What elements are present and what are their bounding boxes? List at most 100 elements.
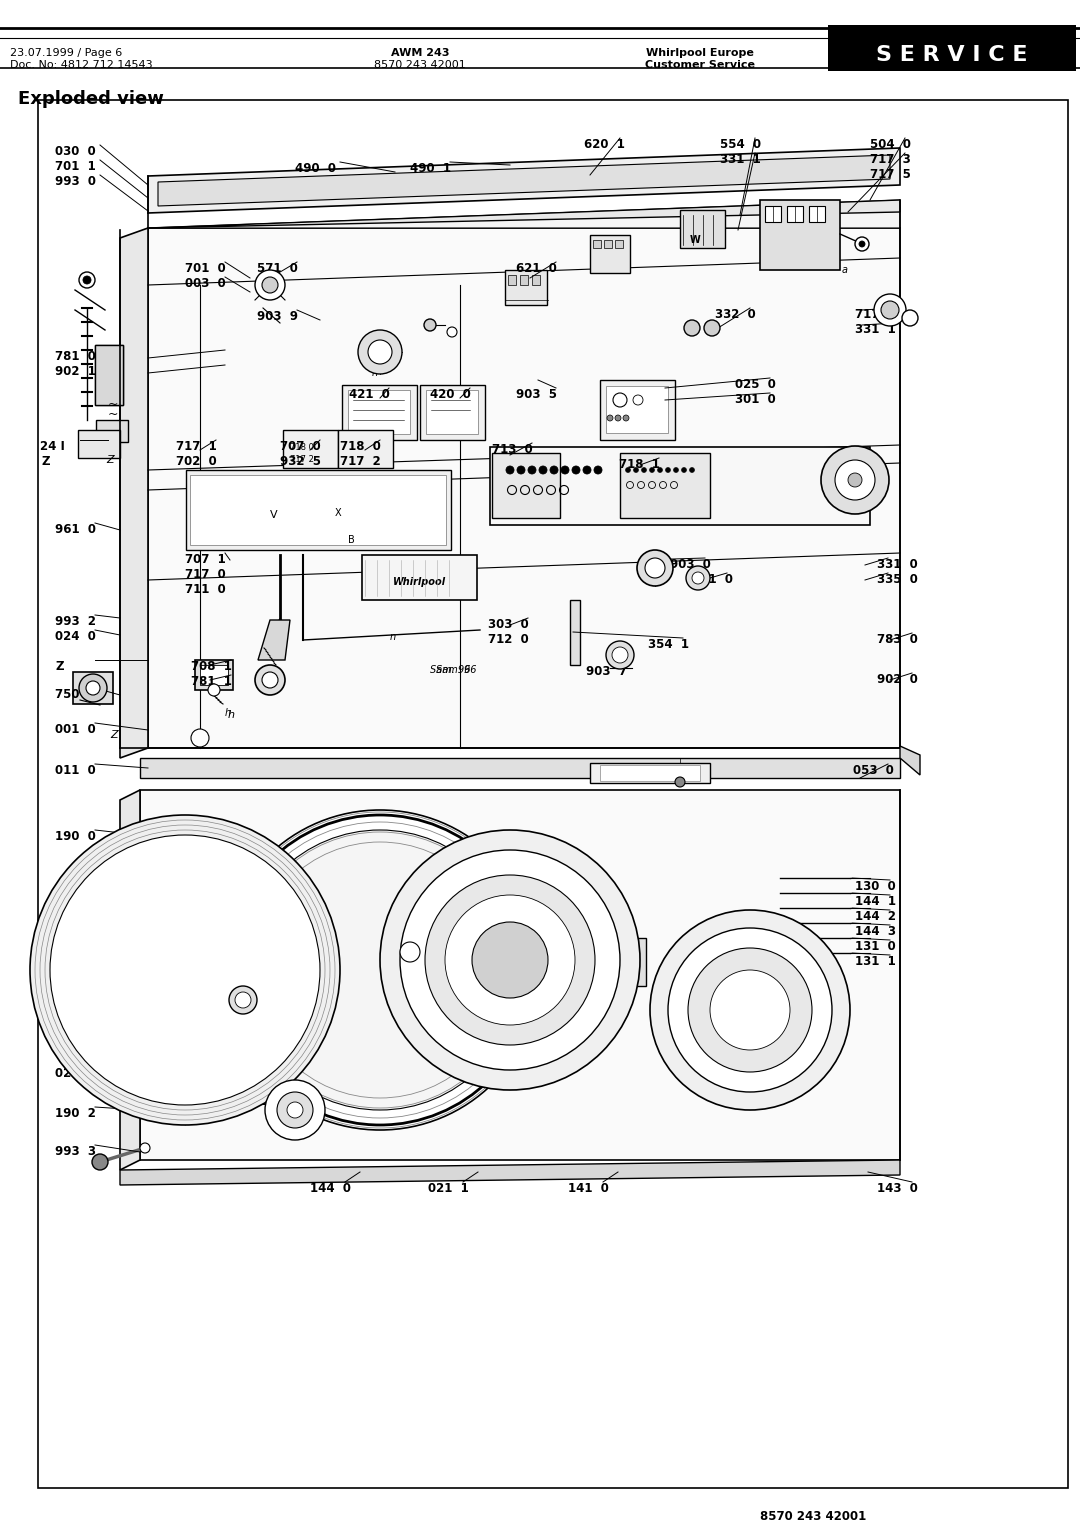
Polygon shape (148, 200, 900, 228)
Bar (828, 24, 1076, 70)
Text: 331  1: 331 1 (855, 322, 895, 336)
Text: 131  1: 131 1 (855, 955, 895, 969)
Circle shape (447, 327, 457, 338)
Text: 717  0: 717 0 (855, 309, 895, 321)
Text: 711  0: 711 0 (185, 584, 226, 596)
Circle shape (710, 970, 789, 1050)
Text: 421  0: 421 0 (349, 388, 390, 400)
Text: 902  1: 902 1 (55, 365, 96, 377)
Text: 903  7: 903 7 (586, 665, 626, 678)
Bar (78, 429, 120, 458)
Bar (760, 200, 840, 270)
Circle shape (50, 834, 320, 1105)
Bar (508, 275, 516, 286)
Circle shape (902, 310, 918, 325)
Circle shape (30, 814, 340, 1125)
Circle shape (572, 466, 580, 474)
Text: AWM 243: AWM 243 (391, 47, 449, 58)
Circle shape (79, 674, 107, 701)
Bar (390, 938, 430, 966)
Circle shape (539, 466, 546, 474)
Polygon shape (120, 228, 148, 758)
Bar (426, 390, 478, 434)
Bar (615, 240, 623, 248)
Text: 131  0: 131 0 (855, 940, 895, 953)
Bar (190, 475, 446, 545)
Text: 354  1: 354 1 (648, 639, 689, 651)
Text: 490  1: 490 1 (410, 162, 451, 176)
Circle shape (658, 468, 662, 472)
Text: 783  0: 783 0 (877, 633, 918, 646)
Circle shape (229, 986, 257, 1015)
Text: Z: Z (110, 730, 118, 740)
Text: 130  1: 130 1 (391, 975, 432, 989)
Text: Customer Service: Customer Service (645, 60, 755, 70)
Circle shape (855, 237, 869, 251)
Text: ~: ~ (108, 397, 119, 411)
Polygon shape (158, 154, 890, 206)
Text: 717  0: 717 0 (185, 568, 226, 581)
Circle shape (704, 319, 720, 336)
Circle shape (368, 341, 392, 364)
Bar (765, 206, 781, 222)
Circle shape (835, 460, 875, 500)
Text: 301  0: 301 0 (735, 393, 775, 406)
Circle shape (594, 466, 602, 474)
Bar (620, 452, 710, 518)
Text: 030  0: 030 0 (55, 145, 96, 157)
Text: 143  0: 143 0 (877, 1183, 918, 1195)
Text: 750  0: 750 0 (55, 688, 96, 701)
Circle shape (606, 642, 634, 669)
Bar (140, 790, 900, 1160)
Circle shape (287, 1102, 303, 1118)
Text: 712  0: 712 0 (488, 633, 529, 646)
Bar (283, 429, 338, 468)
Bar (519, 275, 528, 286)
Polygon shape (900, 746, 920, 775)
Text: Sam. 96: Sam. 96 (436, 665, 476, 675)
Text: 025  0: 025 0 (735, 377, 775, 391)
Text: 040  0: 040 0 (214, 975, 255, 989)
Circle shape (669, 927, 832, 1093)
Bar (532, 275, 540, 286)
Text: V: V (258, 669, 266, 680)
Text: 144  0: 144 0 (310, 1183, 351, 1195)
Text: 581  0: 581 0 (692, 573, 733, 587)
Text: 993  3: 993 3 (55, 1144, 96, 1158)
Bar (362, 555, 477, 601)
Text: 713  0: 713 0 (492, 443, 532, 455)
Bar (680, 209, 725, 248)
Bar (95, 345, 123, 405)
Bar (604, 240, 612, 248)
Bar (600, 380, 675, 440)
Bar (286, 943, 320, 969)
Text: 011  0: 011 0 (55, 764, 96, 778)
Text: 554  0: 554 0 (720, 138, 761, 151)
Circle shape (583, 466, 591, 474)
Circle shape (92, 1154, 108, 1170)
Text: 620  1: 620 1 (584, 138, 625, 151)
Bar (338, 429, 393, 468)
Bar (73, 672, 113, 704)
Text: 718 0: 718 0 (291, 443, 314, 452)
Text: S E R V I C E: S E R V I C E (876, 44, 1028, 66)
Circle shape (688, 947, 812, 1073)
Text: 718  0: 718 0 (340, 440, 381, 452)
Circle shape (650, 911, 850, 1109)
Text: V: V (270, 510, 278, 520)
Bar (420, 385, 485, 440)
Circle shape (623, 416, 629, 422)
Circle shape (633, 396, 643, 405)
Text: 053  0: 053 0 (853, 764, 894, 778)
Text: 630  0: 630 0 (246, 892, 287, 906)
Circle shape (357, 330, 402, 374)
Text: X: X (335, 507, 341, 518)
Text: 021  1: 021 1 (428, 1183, 469, 1195)
Circle shape (821, 446, 889, 513)
Circle shape (637, 550, 673, 587)
Circle shape (262, 672, 278, 688)
Text: 932  5: 932 5 (280, 455, 321, 468)
Text: 707  1: 707 1 (185, 553, 226, 565)
Text: 702  0: 702 0 (176, 455, 217, 468)
Text: 144  3: 144 3 (855, 924, 896, 938)
